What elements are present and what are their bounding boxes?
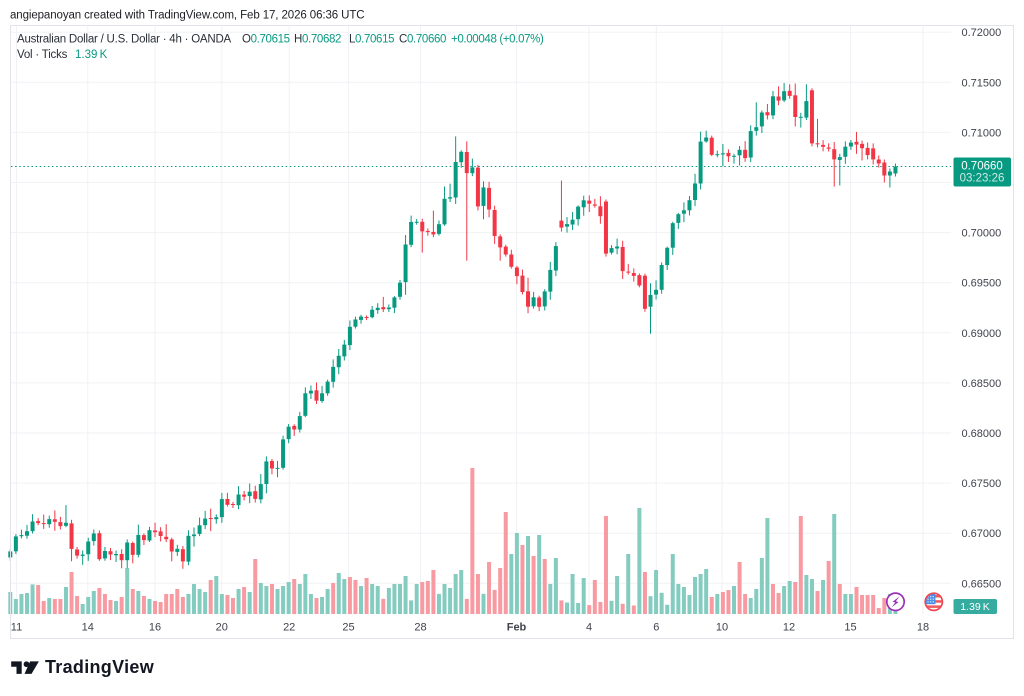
svg-text:H0.70682: H0.70682 — [294, 34, 341, 46]
svg-text:Feb: Feb — [507, 622, 527, 634]
svg-text:10: 10 — [716, 622, 728, 634]
svg-text:18: 18 — [917, 622, 929, 634]
svg-text:28: 28 — [414, 622, 426, 634]
svg-text:1.39 K: 1.39 K — [75, 49, 108, 61]
svg-text:4: 4 — [586, 622, 592, 634]
svg-text:0.71000: 0.71000 — [962, 127, 1002, 139]
svg-text:Vol · Ticks: Vol · Ticks — [17, 49, 68, 61]
svg-text:TradingView: TradingView — [45, 657, 155, 677]
svg-text:0.67500: 0.67500 — [962, 478, 1002, 490]
svg-text:0.66500: 0.66500 — [962, 578, 1002, 590]
svg-text:0.68000: 0.68000 — [962, 428, 1002, 440]
svg-text:11: 11 — [11, 622, 22, 634]
svg-text:L0.70615: L0.70615 — [349, 34, 394, 46]
svg-text:20: 20 — [216, 622, 228, 634]
svg-text:0.69000: 0.69000 — [962, 328, 1002, 340]
svg-text:0.68500: 0.68500 — [962, 378, 1002, 390]
svg-text:0.69500: 0.69500 — [962, 278, 1002, 290]
svg-text:C0.70660: C0.70660 — [399, 34, 446, 46]
svg-text:25: 25 — [342, 622, 354, 634]
svg-text:1.39 K: 1.39 K — [960, 601, 990, 613]
svg-text:0.67000: 0.67000 — [962, 528, 1002, 540]
svg-text:O0.70615: O0.70615 — [242, 34, 290, 46]
svg-text:0.72000: 0.72000 — [962, 27, 1002, 39]
svg-text:angiepanoyan created with Trad: angiepanoyan created with TradingView.co… — [10, 10, 365, 22]
svg-text:0.70000: 0.70000 — [962, 228, 1002, 240]
svg-text:12: 12 — [783, 622, 795, 634]
svg-text:+0.00048 (+0.07%): +0.00048 (+0.07%) — [451, 34, 544, 46]
svg-text:0.70660: 0.70660 — [961, 161, 1003, 173]
svg-text:0.71500: 0.71500 — [962, 77, 1002, 89]
svg-text:6: 6 — [653, 622, 659, 634]
svg-text:22: 22 — [283, 622, 295, 634]
svg-text:03:23:26: 03:23:26 — [960, 173, 1005, 185]
svg-text:15: 15 — [844, 622, 856, 634]
svg-text:16: 16 — [149, 622, 161, 634]
svg-text:Australian Dollar / U.S. Dolla: Australian Dollar / U.S. Dollar · 4h · O… — [17, 34, 232, 46]
svg-text:14: 14 — [82, 622, 94, 634]
